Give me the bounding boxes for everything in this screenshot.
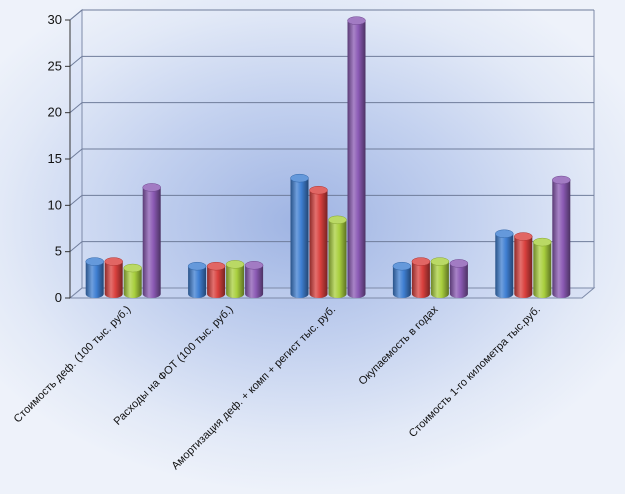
bar-top (309, 185, 328, 195)
bar-body (514, 236, 533, 298)
bar-top (244, 261, 264, 270)
bar (449, 259, 469, 298)
bar-body (104, 261, 123, 298)
y-tick-label: 0 (55, 290, 62, 305)
bar (225, 260, 245, 298)
bar (495, 229, 514, 298)
bar-body (392, 266, 411, 298)
bar-top (142, 183, 161, 192)
gridline-depth (69, 9, 83, 21)
bar-body (85, 261, 104, 298)
bar-top (104, 257, 123, 266)
bar-top (328, 215, 347, 225)
bar-top (347, 16, 366, 25)
bar (328, 215, 347, 298)
bar-top (495, 229, 514, 239)
bar-top (225, 260, 245, 269)
y-tick-label: 20 (48, 105, 62, 120)
bar (347, 16, 366, 299)
y-tick-label: 5 (55, 244, 62, 259)
bar (552, 175, 571, 298)
bar (206, 261, 226, 298)
bar-body (309, 190, 328, 298)
bar (514, 232, 533, 298)
gridline-depth (69, 55, 83, 67)
bar (142, 183, 161, 298)
bar-body (290, 178, 309, 298)
bar-top (449, 259, 469, 268)
gridline-depth (69, 148, 83, 160)
gridline-depth (69, 102, 83, 114)
bar (187, 261, 207, 298)
bar (290, 173, 309, 298)
bar (533, 237, 552, 298)
bar-body (226, 264, 245, 298)
bar-top (533, 237, 552, 247)
y-axis-ticks: 0 5 10 15 20 25 30 (48, 12, 71, 305)
bar-body (552, 180, 571, 298)
bar (85, 257, 104, 298)
bar-top (206, 261, 226, 271)
y-tick-label: 10 (48, 197, 62, 212)
bar-body (411, 261, 430, 298)
bar (244, 261, 264, 298)
bar-top (123, 263, 142, 273)
bar-body (207, 266, 226, 298)
bar-top (411, 257, 431, 266)
x-category-label: Стоимость деф. (100 тыс. руб.) (12, 304, 134, 426)
y-tick-label: 30 (48, 12, 62, 27)
bar (123, 263, 142, 298)
bar-body (449, 263, 468, 298)
bar-top (85, 257, 104, 266)
y-tick-label: 25 (48, 58, 62, 73)
bar (430, 257, 450, 298)
bar-top (290, 173, 309, 183)
bar-body (430, 261, 449, 298)
x-category-label: Амортизация деф. + комп + регист тыс. ру… (169, 304, 338, 473)
bars (85, 16, 571, 299)
x-axis-labels: Стоимость деф. (100 тыс. руб.)Расходы на… (12, 303, 543, 472)
bar-body (142, 187, 161, 298)
bar-body (188, 266, 207, 298)
bar-top (514, 232, 533, 241)
bar (392, 261, 412, 298)
y-tick-label: 15 (48, 151, 62, 166)
x-category-label: Окупаемость в годах (357, 303, 441, 387)
bar (309, 185, 328, 298)
bar-body (347, 20, 366, 299)
bar-body (123, 268, 142, 298)
bar-top (430, 257, 450, 266)
gridline-depth (69, 194, 83, 206)
x-category-label: Расходы на ФОТ (100 тыс. руб.) (112, 304, 236, 428)
bar-top (187, 261, 207, 271)
bar (411, 257, 431, 298)
bar-top (552, 175, 571, 185)
gridline-depth (69, 241, 83, 253)
bar-body (495, 233, 514, 298)
gridlines (69, 9, 594, 253)
bar-body (245, 265, 264, 298)
bar-body (328, 219, 347, 298)
bar-body (533, 242, 552, 298)
bar (104, 257, 123, 298)
bar-top (392, 261, 412, 271)
